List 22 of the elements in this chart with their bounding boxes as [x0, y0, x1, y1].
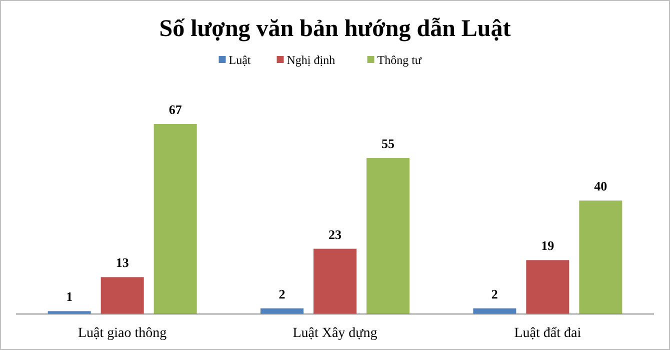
data-label: 23: [328, 226, 342, 242]
bar: [100, 277, 144, 314]
data-label: 40: [594, 178, 608, 194]
chart-title: Số lượng văn bản hướng dẫn Luật: [159, 16, 511, 42]
data-label: 2: [491, 286, 498, 302]
x-tick-label: Luật giao thông: [78, 326, 167, 341]
data-label: 13: [116, 255, 130, 270]
data-label: 55: [382, 136, 395, 152]
legend-label: Luật: [228, 53, 252, 67]
bar: [154, 124, 197, 314]
data-label: 1: [66, 289, 73, 304]
legend-label: Nghị định: [286, 53, 336, 67]
bar: [526, 260, 570, 314]
bar: [366, 158, 410, 314]
data-label: 2: [278, 286, 286, 302]
x-tick-label: Luật đất đai: [514, 326, 582, 341]
x-tick-label: Luật Xây dựng: [292, 326, 378, 341]
legend-label: Thông tư: [377, 53, 422, 67]
bar: [579, 200, 622, 314]
data-label: 19: [541, 238, 555, 254]
data-label: 67: [168, 102, 182, 117]
bar: [314, 248, 356, 314]
